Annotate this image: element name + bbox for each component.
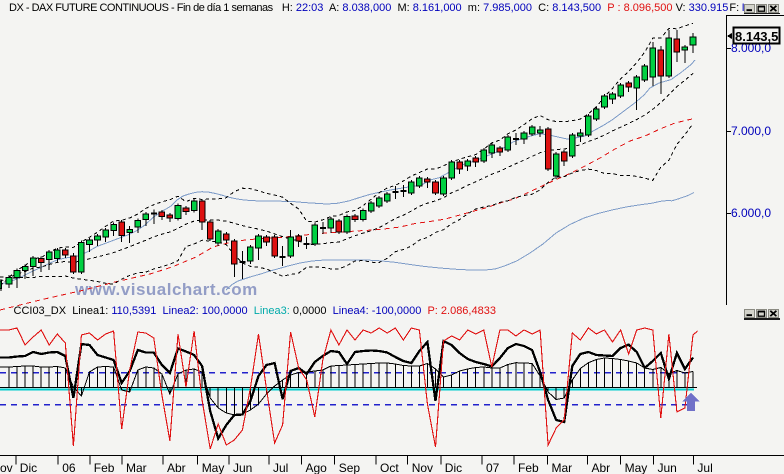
svg-text:Dic: Dic [445,461,462,474]
svg-text:ov: ov [0,461,13,474]
svg-text:Mar: Mar [126,461,147,474]
svg-text:Dic: Dic [20,461,37,474]
svg-text:Jul: Jul [697,461,712,474]
svg-text:07: 07 [486,461,500,474]
svg-text:Jul: Jul [273,461,288,474]
svg-text:May: May [625,461,648,474]
svg-text:Jun: Jun [233,461,252,474]
svg-text:8.143,5: 8.143,5 [735,29,778,44]
svg-text:Abr: Abr [167,461,186,474]
svg-text:Mar: Mar [552,461,573,474]
svg-text:6.000,0: 6.000,0 [731,206,771,220]
svg-text:May: May [202,461,225,474]
svg-text:06: 06 [62,461,76,474]
svg-text:Ago: Ago [306,461,328,474]
svg-text:Feb: Feb [94,461,115,474]
svg-text:Nov: Nov [412,461,433,474]
svg-text:www.visualchart.com: www.visualchart.com [74,280,258,299]
svg-text:Oct: Oct [380,461,399,474]
svg-text:7.000,0: 7.000,0 [731,124,771,138]
svg-text:Sep: Sep [339,461,361,474]
svg-text:Feb: Feb [518,461,539,474]
svg-text:Abr: Abr [592,461,611,474]
svg-text:Jun: Jun [658,461,677,474]
